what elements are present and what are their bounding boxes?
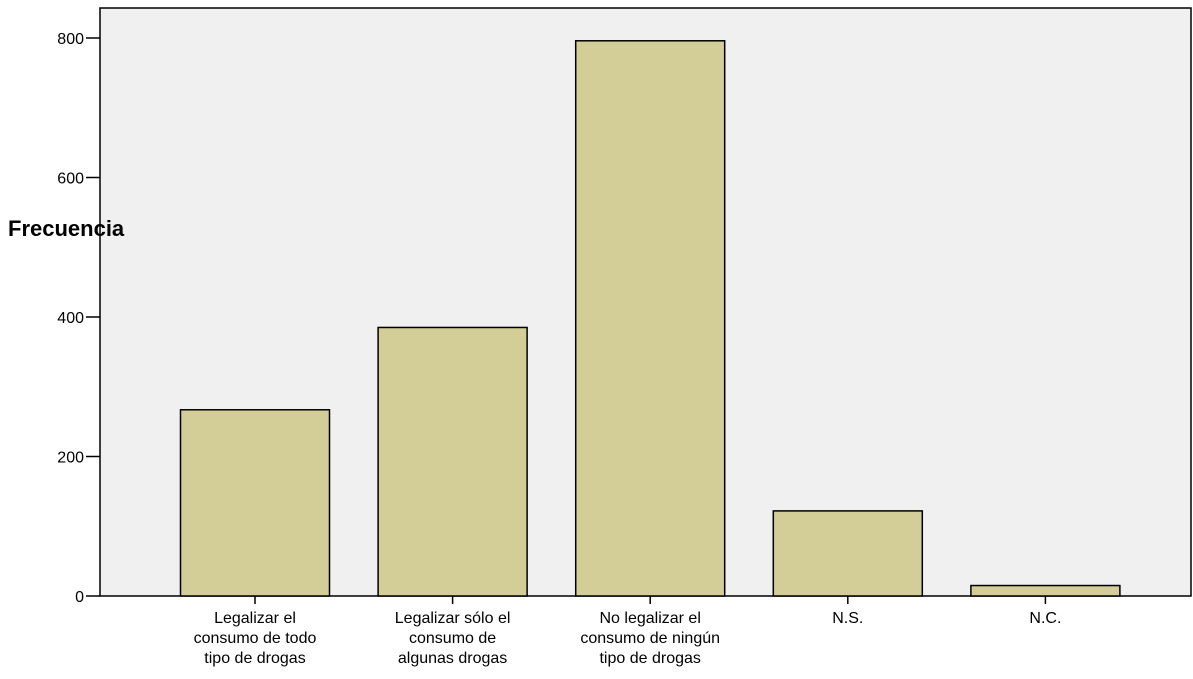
bar bbox=[574, 40, 726, 597]
x-axis: Legalizar el consumo de todo tipo de droga… bbox=[194, 596, 1061, 667]
x-tick-label-line: N.C. bbox=[1029, 610, 1061, 627]
bar bbox=[377, 326, 528, 597]
y-tick-label: 0 bbox=[75, 589, 84, 606]
x-tick-label-line: N.S. bbox=[832, 610, 863, 627]
x-tick-label-line: algunas drogas bbox=[398, 650, 507, 667]
x-tick-label-line: tipo de drogas bbox=[204, 650, 305, 667]
x-tick-label: N.S. bbox=[832, 610, 863, 627]
x-tick-label: N.C. bbox=[1029, 610, 1061, 627]
x-tick-label-line: tipo de drogas bbox=[599, 650, 700, 667]
y-tick-label: 600 bbox=[57, 171, 84, 188]
x-tick-label-line: consumo de bbox=[409, 630, 496, 647]
bar bbox=[179, 409, 331, 597]
x-tick-label-line: Legalizar el bbox=[214, 610, 296, 627]
x-tick-label-line: consumo de ningún bbox=[580, 630, 720, 647]
y-axis: 0 200 400 600 800 bbox=[57, 31, 100, 606]
x-tick-label: Legalizar sólo el consumo de algunas droga… bbox=[395, 610, 511, 667]
x-tick-label: No legalizar el consumo de ningún tipo de … bbox=[580, 610, 720, 667]
x-tick-label-line: Legalizar sólo el bbox=[395, 610, 511, 627]
bars-group bbox=[179, 40, 1121, 597]
y-axis-label: Frecuencia bbox=[8, 216, 125, 241]
x-tick-label-line: consumo de todo bbox=[194, 630, 317, 647]
bar bbox=[772, 510, 924, 597]
y-tick-label: 400 bbox=[57, 310, 84, 327]
bar bbox=[970, 584, 1121, 597]
y-tick-label: 800 bbox=[57, 31, 84, 48]
x-tick-label-line: No legalizar el bbox=[600, 610, 701, 627]
x-tick-label: Legalizar el consumo de todo tipo de droga… bbox=[194, 610, 317, 667]
y-tick-label: 200 bbox=[57, 450, 84, 467]
